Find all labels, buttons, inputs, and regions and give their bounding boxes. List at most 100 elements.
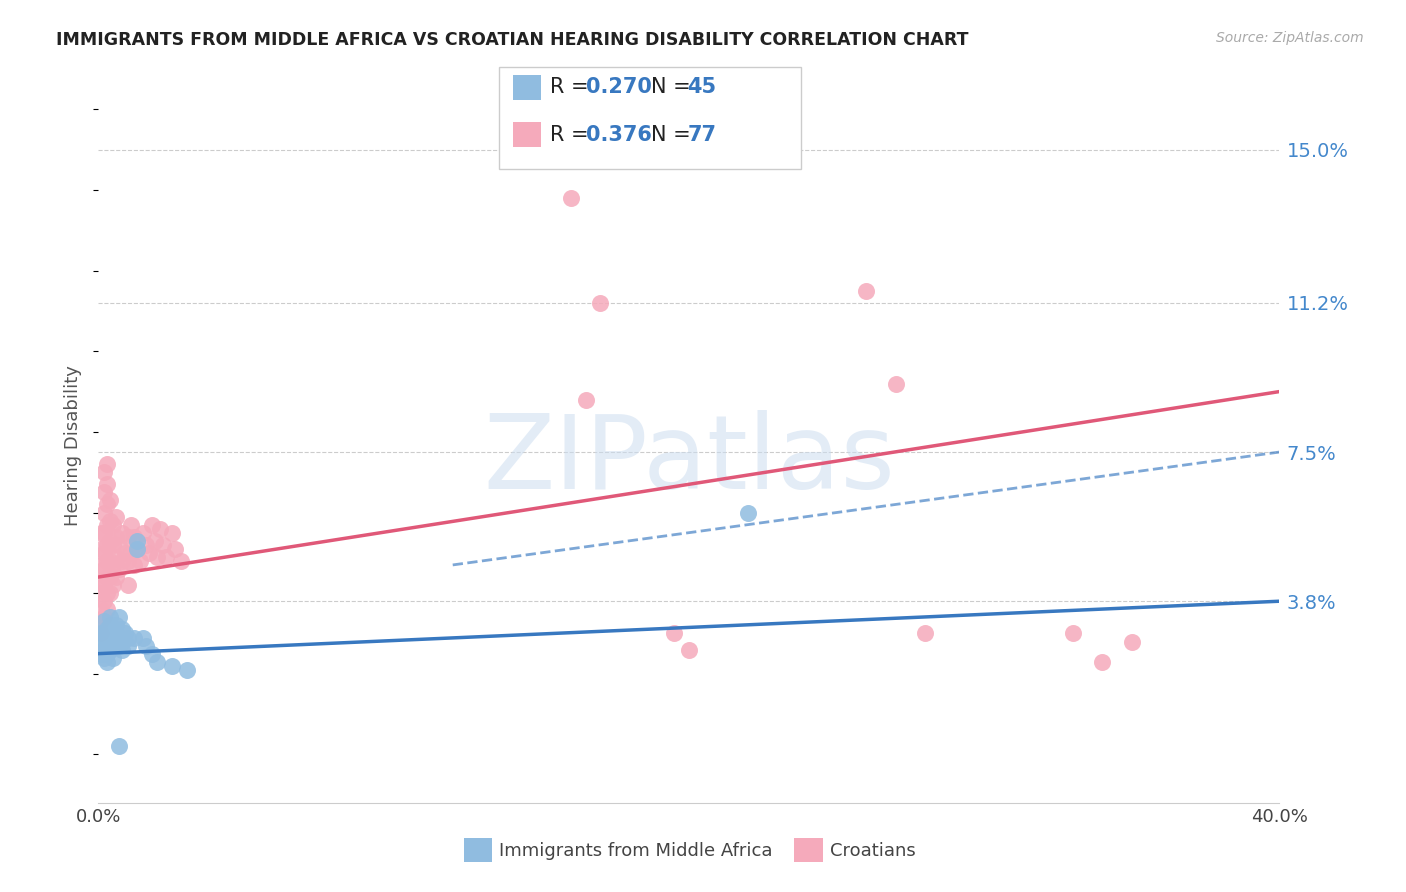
Point — [111, 623, 134, 637]
Point — [105, 634, 128, 648]
Point — [162, 658, 183, 673]
Point — [96, 477, 118, 491]
Point — [90, 541, 112, 556]
Point — [93, 506, 115, 520]
Point — [1121, 634, 1143, 648]
Point — [98, 586, 121, 600]
Text: ZIPatlas: ZIPatlas — [484, 409, 894, 511]
Point — [138, 546, 160, 560]
Point — [108, 610, 131, 624]
Point — [105, 570, 128, 584]
Point — [165, 541, 187, 556]
Point — [132, 525, 155, 540]
Point — [855, 284, 877, 298]
Point — [96, 586, 118, 600]
Text: 0.270: 0.270 — [586, 78, 652, 97]
Point — [98, 570, 121, 584]
Point — [105, 509, 128, 524]
Point — [98, 634, 121, 648]
Text: 45: 45 — [688, 78, 717, 97]
Text: Source: ZipAtlas.com: Source: ZipAtlas.com — [1216, 31, 1364, 45]
Point — [93, 485, 115, 500]
Text: IMMIGRANTS FROM MIDDLE AFRICA VS CROATIAN HEARING DISABILITY CORRELATION CHART: IMMIGRANTS FROM MIDDLE AFRICA VS CROATIA… — [56, 31, 969, 49]
Point — [143, 533, 166, 548]
Point — [96, 655, 118, 669]
Point — [560, 191, 582, 205]
Point — [90, 626, 112, 640]
Point — [103, 631, 125, 645]
Point — [108, 639, 131, 653]
Point — [103, 558, 125, 572]
Point — [96, 631, 118, 645]
Text: N =: N = — [651, 125, 697, 145]
Point — [120, 546, 142, 560]
Point — [103, 650, 125, 665]
Text: R =: R = — [550, 78, 595, 97]
Point — [96, 626, 118, 640]
Point — [122, 631, 145, 645]
Point — [96, 517, 118, 532]
Point — [114, 546, 136, 560]
Point — [105, 530, 128, 544]
Point — [117, 631, 139, 645]
Point — [128, 554, 150, 568]
Point — [111, 525, 134, 540]
Point — [155, 549, 177, 564]
Point — [122, 558, 145, 572]
Point — [96, 570, 118, 584]
Text: Croatians: Croatians — [830, 842, 915, 860]
Point — [678, 642, 700, 657]
Point — [103, 623, 125, 637]
Point — [111, 634, 134, 648]
Point — [141, 647, 163, 661]
Point — [152, 538, 174, 552]
Point — [105, 618, 128, 632]
Point — [93, 465, 115, 479]
Point — [108, 739, 131, 754]
Point — [125, 533, 148, 548]
Point — [141, 517, 163, 532]
Point — [117, 639, 139, 653]
Point — [93, 642, 115, 657]
Point — [149, 522, 172, 536]
Point — [96, 639, 118, 653]
Point — [93, 562, 115, 576]
Point — [117, 578, 139, 592]
Point — [884, 376, 907, 391]
Point — [98, 610, 121, 624]
Point — [146, 549, 169, 564]
Point — [90, 626, 112, 640]
Point — [103, 538, 125, 552]
Point — [105, 626, 128, 640]
Text: Immigrants from Middle Africa: Immigrants from Middle Africa — [499, 842, 773, 860]
Point — [108, 631, 131, 645]
Point — [914, 626, 936, 640]
Point — [111, 642, 134, 657]
Point — [98, 514, 121, 528]
Point — [90, 647, 112, 661]
Point — [108, 562, 131, 576]
Point — [98, 642, 121, 657]
Point — [96, 498, 118, 512]
Point — [93, 634, 115, 648]
Point — [90, 602, 112, 616]
Point — [105, 549, 128, 564]
Point — [103, 639, 125, 653]
Text: 0.376: 0.376 — [586, 125, 652, 145]
Point — [98, 618, 121, 632]
Point — [103, 517, 125, 532]
Point — [93, 610, 115, 624]
Point — [93, 525, 115, 540]
Point — [114, 626, 136, 640]
Point — [120, 517, 142, 532]
Point — [96, 554, 118, 568]
Point — [93, 578, 115, 592]
Point — [125, 541, 148, 556]
Point — [90, 586, 112, 600]
Point — [111, 554, 134, 568]
Text: 77: 77 — [688, 125, 717, 145]
Point — [574, 392, 596, 407]
Point — [135, 639, 157, 653]
Point — [90, 558, 112, 572]
Point — [103, 578, 125, 592]
